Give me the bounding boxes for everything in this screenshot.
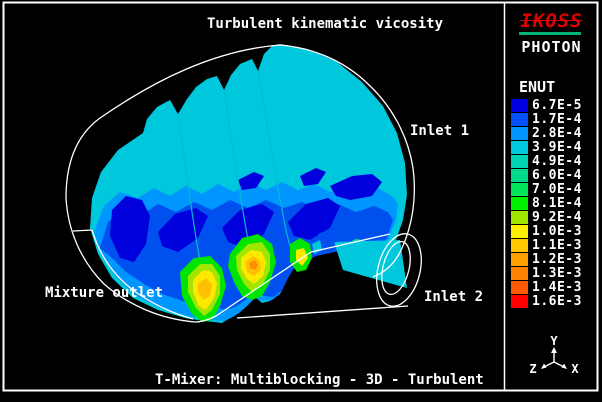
ikoss-logo: IKOSS xyxy=(520,10,583,32)
contour-darkblue-streaks xyxy=(110,168,382,262)
inlet2-pipe-bottom-edge xyxy=(236,305,409,319)
legend-value: 8.1E-4 xyxy=(532,196,582,211)
legend-value: 1.6E-3 xyxy=(532,294,582,309)
legend-entry: 9.2E-4 xyxy=(511,210,582,225)
inlet2-cap-inner xyxy=(381,240,411,296)
legend-value: 3.9E-4 xyxy=(532,140,582,155)
side-panel: IKOSS PHOTON ENUT 6.7E-5 1.7E-4 2.8E-4 3.9E… xyxy=(505,2,598,391)
legend-swatch xyxy=(511,155,528,168)
legend-swatch xyxy=(511,183,528,196)
legend-value: 1.2E-3 xyxy=(532,252,582,267)
app-name: PHOTON xyxy=(521,38,582,56)
legend-entry: 1.7E-4 xyxy=(511,112,582,127)
legend-entry: 1.1E-3 xyxy=(511,238,582,253)
z-axis-arrow xyxy=(541,363,547,369)
legend-value: 1.0E-3 xyxy=(532,224,582,239)
legend-swatch xyxy=(511,197,528,210)
legend-swatch xyxy=(511,127,528,140)
legend-swatch xyxy=(511,239,528,252)
logo-underline xyxy=(519,32,581,35)
legend-entry: 6.0E-4 xyxy=(511,168,582,183)
legend-entry: 2.8E-4 xyxy=(511,126,582,141)
body-outline-bottom xyxy=(65,197,217,323)
legend-entry: 3.9E-4 xyxy=(511,140,582,155)
legend-value: 6.0E-4 xyxy=(532,168,582,183)
plot-caption: T-Mixer: Multiblocking - 3D - Turbulent xyxy=(155,372,484,388)
outlet-inner-rim xyxy=(91,229,194,320)
legend-entry: 8.1E-4 xyxy=(511,196,582,211)
y-axis-label: Y xyxy=(550,336,558,348)
legend-value: 9.2E-4 xyxy=(532,210,582,225)
hotspot-outlet-left xyxy=(180,256,226,322)
body-outline-top xyxy=(65,44,416,278)
z-axis-label: Z xyxy=(529,362,536,376)
geometry-outline xyxy=(65,44,422,323)
pipe-intersection-line xyxy=(215,251,312,317)
legend-value: 1.7E-4 xyxy=(532,112,582,127)
window-frame xyxy=(2,1,599,392)
label-inlet1: Inlet 1 xyxy=(410,123,469,139)
legend-swatch xyxy=(511,295,528,308)
y-axis-arrow xyxy=(551,347,557,353)
legend-swatch xyxy=(511,253,528,266)
label-inlet2: Inlet 2 xyxy=(424,289,483,305)
legend-swatch xyxy=(511,99,528,112)
legend-value: 2.8E-4 xyxy=(532,126,582,141)
legend-entry: 1.3E-3 xyxy=(511,266,582,281)
legend-entry: 1.2E-3 xyxy=(511,252,582,267)
legend-value: 1.4E-3 xyxy=(532,280,582,295)
contour-slices xyxy=(90,44,407,323)
label-mixture-outlet: Mixture outlet xyxy=(45,285,163,301)
legend-swatch xyxy=(511,211,528,224)
legend-swatch xyxy=(511,281,528,294)
z-axis-line xyxy=(543,361,555,368)
legend-swatch xyxy=(511,113,528,126)
x-axis-label: X xyxy=(571,362,579,376)
legend-entry: 4.9E-4 xyxy=(511,154,582,169)
legend-entry: 1.4E-3 xyxy=(511,280,582,295)
inlet2-cap-outer xyxy=(376,233,422,307)
legend-variable: ENUT xyxy=(519,78,556,96)
legend-swatch xyxy=(511,169,528,182)
legend-value: 4.9E-4 xyxy=(532,154,582,169)
legend-swatch xyxy=(511,267,528,280)
legend-entry: 7.0E-4 xyxy=(511,182,582,197)
legend-value: 1.3E-3 xyxy=(532,266,582,281)
inlet2-pipe-top-edge xyxy=(310,233,391,253)
legend-value: 1.1E-3 xyxy=(532,238,582,253)
legend-entry: 1.0E-3 xyxy=(511,224,582,239)
legend-value: 6.7E-5 xyxy=(532,98,582,113)
legend-swatch xyxy=(511,225,528,238)
legend-entry: 6.7E-5 xyxy=(511,98,582,113)
legend-value: 7.0E-4 xyxy=(532,182,582,197)
outlet-rim-tick xyxy=(72,229,93,232)
plot-title: Turbulent kinematic vicosity xyxy=(207,16,444,32)
x-axis-arrow xyxy=(561,363,567,369)
legend-swatch xyxy=(511,141,528,154)
axes-triad: Y Z X xyxy=(529,336,579,376)
legend: 6.7E-5 1.7E-4 2.8E-4 3.9E-4 4.9E-4 6.0E-4 7.0E… xyxy=(511,98,582,309)
x-axis-line xyxy=(553,361,565,368)
legend-entry: 1.6E-3 xyxy=(511,294,582,309)
